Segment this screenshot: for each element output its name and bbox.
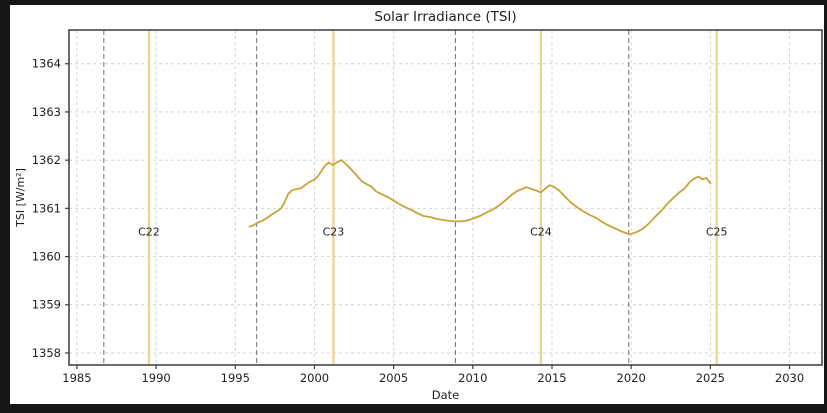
x-tick-label: 1990 bbox=[141, 371, 170, 385]
x-tick-label: 2010 bbox=[458, 371, 487, 385]
tsi-line bbox=[248, 159, 712, 236]
plot-border bbox=[68, 29, 823, 366]
y-axis-label: TSI [W/m²] bbox=[14, 168, 27, 228]
x-tick-label: 2020 bbox=[617, 371, 646, 385]
x-tick-label: 2025 bbox=[696, 371, 725, 385]
y-tick-label: 1362 bbox=[32, 153, 61, 167]
y-tick-label: 1360 bbox=[32, 250, 61, 264]
figure: Solar Irradiance (TSI) Date TSI [W/m²] 1985… bbox=[10, 5, 824, 404]
y-tick-label: 1364 bbox=[32, 57, 61, 71]
y-tick-label: 1358 bbox=[32, 346, 61, 360]
cycle-label: C24 bbox=[530, 225, 552, 238]
cycle-label: C22 bbox=[138, 225, 160, 238]
x-tick-label: 2005 bbox=[379, 371, 408, 385]
x-tick-label: 1985 bbox=[62, 371, 91, 385]
x-tick-label: 2015 bbox=[537, 371, 566, 385]
x-tick-label: 2000 bbox=[300, 371, 329, 385]
y-tick-label: 1363 bbox=[32, 105, 61, 119]
x-axis-label: Date bbox=[432, 388, 460, 402]
y-tick-label: 1359 bbox=[32, 298, 61, 312]
x-tick-label: 2030 bbox=[775, 371, 804, 385]
tsi-chart-svg: Solar Irradiance (TSI) Date TSI [W/m²] 1985… bbox=[14, 9, 823, 402]
cycle-label: C25 bbox=[706, 225, 728, 238]
x-tick-label: 1995 bbox=[221, 371, 250, 385]
chart-title: Solar Irradiance (TSI) bbox=[374, 9, 516, 25]
y-tick-label: 1361 bbox=[32, 201, 61, 215]
cycle-label: C23 bbox=[323, 225, 345, 238]
